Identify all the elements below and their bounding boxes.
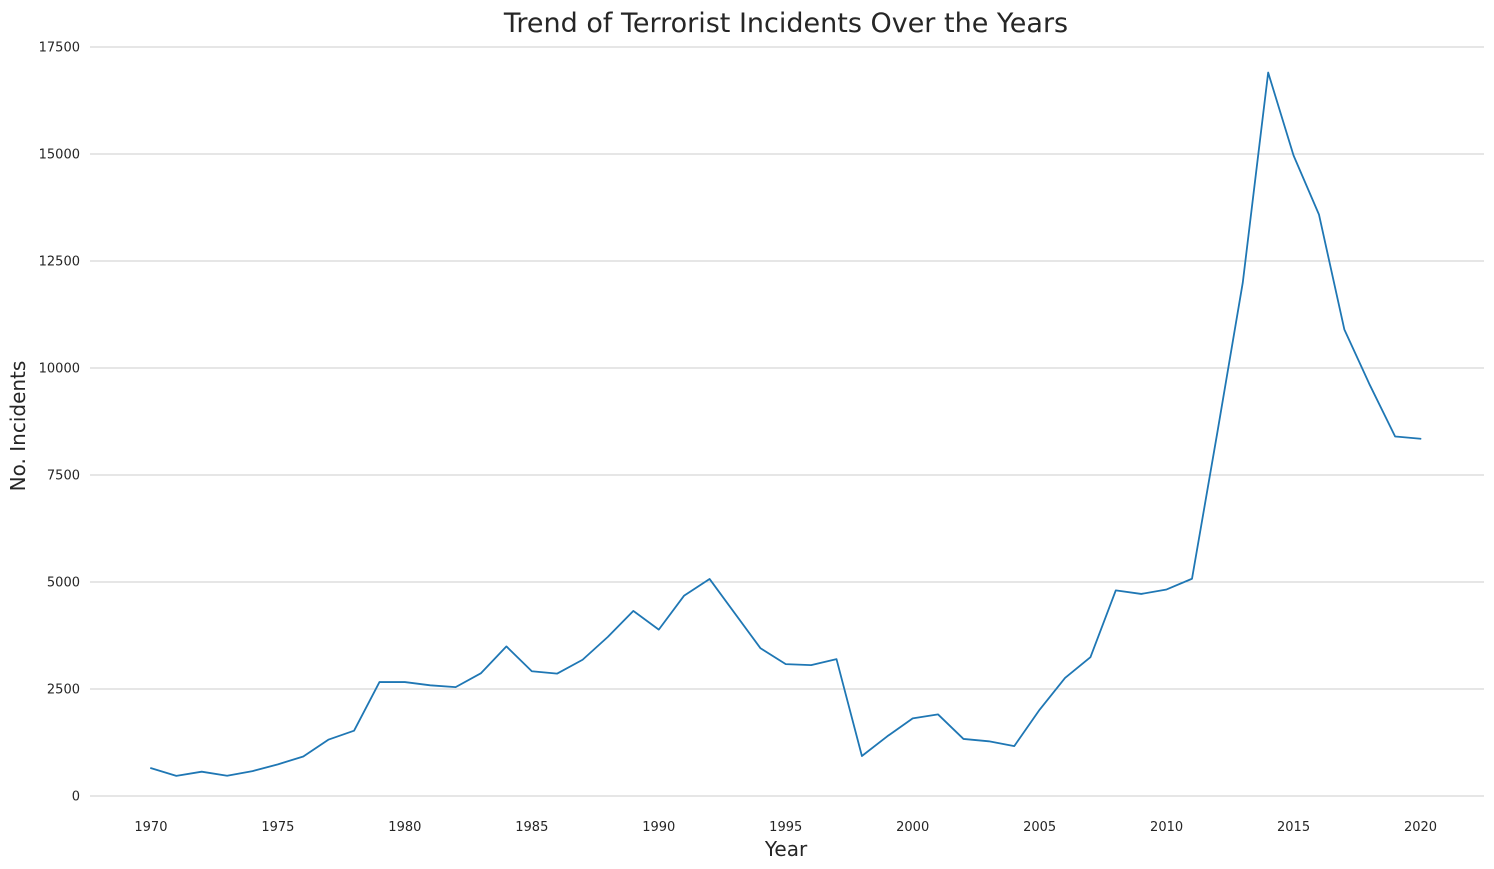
series-line xyxy=(150,71,1422,777)
y-tick-label: 2500 xyxy=(47,683,80,698)
x-axis-title: Year xyxy=(764,837,808,861)
x-tick-label: 1990 xyxy=(642,820,675,835)
x-tick-label: 2010 xyxy=(1150,820,1183,835)
x-tick-label: 1985 xyxy=(515,820,548,835)
x-tick-label: 1975 xyxy=(261,820,294,835)
y-tick-label: 17500 xyxy=(39,41,80,56)
y-tick-label: 5000 xyxy=(47,576,80,591)
y-tick-label: 0 xyxy=(72,790,80,805)
chart-title: Trend of Terrorist Incidents Over the Ye… xyxy=(503,8,1068,39)
gridlines xyxy=(90,46,1484,797)
x-tick-label: 2000 xyxy=(896,820,929,835)
y-tick-labels: 0 2500 5000 7500 10000 12500 15000 17500 xyxy=(39,41,80,805)
x-tick-label: 2005 xyxy=(1023,820,1056,835)
x-tick-label: 1995 xyxy=(769,820,802,835)
x-tick-label: 2020 xyxy=(1404,820,1437,835)
y-axis-title: No. Incidents xyxy=(6,361,30,492)
x-tick-labels: 1970 1975 1980 1985 1990 1995 2000 2005 2010 2015… xyxy=(134,820,1437,835)
y-tick-label: 12500 xyxy=(39,255,80,270)
x-tick-label: 1970 xyxy=(134,820,167,835)
series-lines xyxy=(150,71,1422,777)
x-tick-label: 2015 xyxy=(1277,820,1310,835)
x-tick-label: 1980 xyxy=(388,820,421,835)
y-tick-label: 7500 xyxy=(47,469,80,484)
y-tick-label: 10000 xyxy=(39,362,80,377)
y-tick-label: 15000 xyxy=(39,148,80,163)
